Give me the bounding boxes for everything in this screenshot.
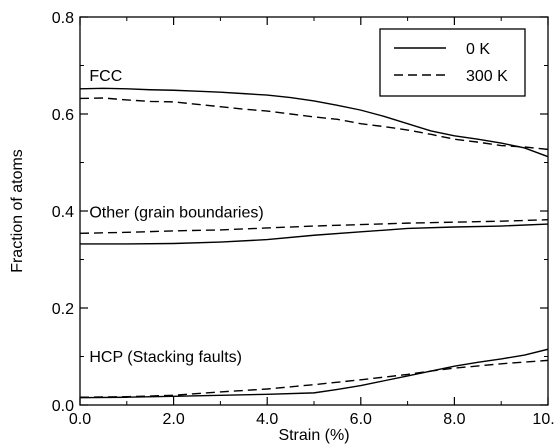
x-axis-title: Strain (%): [278, 427, 349, 444]
x-tick-label: 10.0: [532, 411, 555, 428]
series-line-300k-other: [80, 219, 548, 235]
y-tick-label: 0.4: [52, 204, 74, 221]
series-line-300k-fcc: [80, 97, 548, 151]
y-tick-label: 0.2: [52, 301, 74, 318]
annotation-label: FCC: [89, 68, 122, 85]
x-tick-label: 6.0: [350, 411, 372, 428]
legend-label: 300 K: [466, 68, 508, 85]
series-line-300k-hcp: [80, 359, 548, 398]
series-line-0k-other: [80, 223, 548, 245]
y-axis-title: Fraction of atoms: [9, 149, 26, 273]
series-line-0k-hcp: [80, 348, 548, 399]
legend-box: [379, 28, 526, 97]
region-annotations: FCC Other (grain boundaries) HCP (Stacking…: [89, 68, 263, 366]
legend: 0 K 300 K: [379, 28, 526, 97]
x-tick-label: 4.0: [256, 411, 278, 428]
y-tick-label: 0.0: [52, 398, 74, 415]
x-tick-label: 2.0: [162, 411, 184, 428]
x-tick-label: 0.0: [69, 411, 91, 428]
data-lines: [80, 87, 548, 399]
y-tick-label: 0.6: [52, 107, 74, 124]
legend-label: 0 K: [466, 41, 490, 58]
series-line-0k-fcc: [80, 87, 548, 158]
axis-ticks: [79, 16, 549, 406]
axis-tick-labels: 0.0 2.0 4.0 6.0 8.0 10.0 0.0 0.2 0.4 0.6 0.8: [52, 10, 555, 428]
y-tick-label: 0.8: [52, 10, 74, 27]
x-tick-label: 8.0: [443, 411, 465, 428]
annotation-label: HCP (Stacking faults): [89, 349, 242, 366]
annotation-label: Other (grain boundaries): [89, 204, 263, 221]
